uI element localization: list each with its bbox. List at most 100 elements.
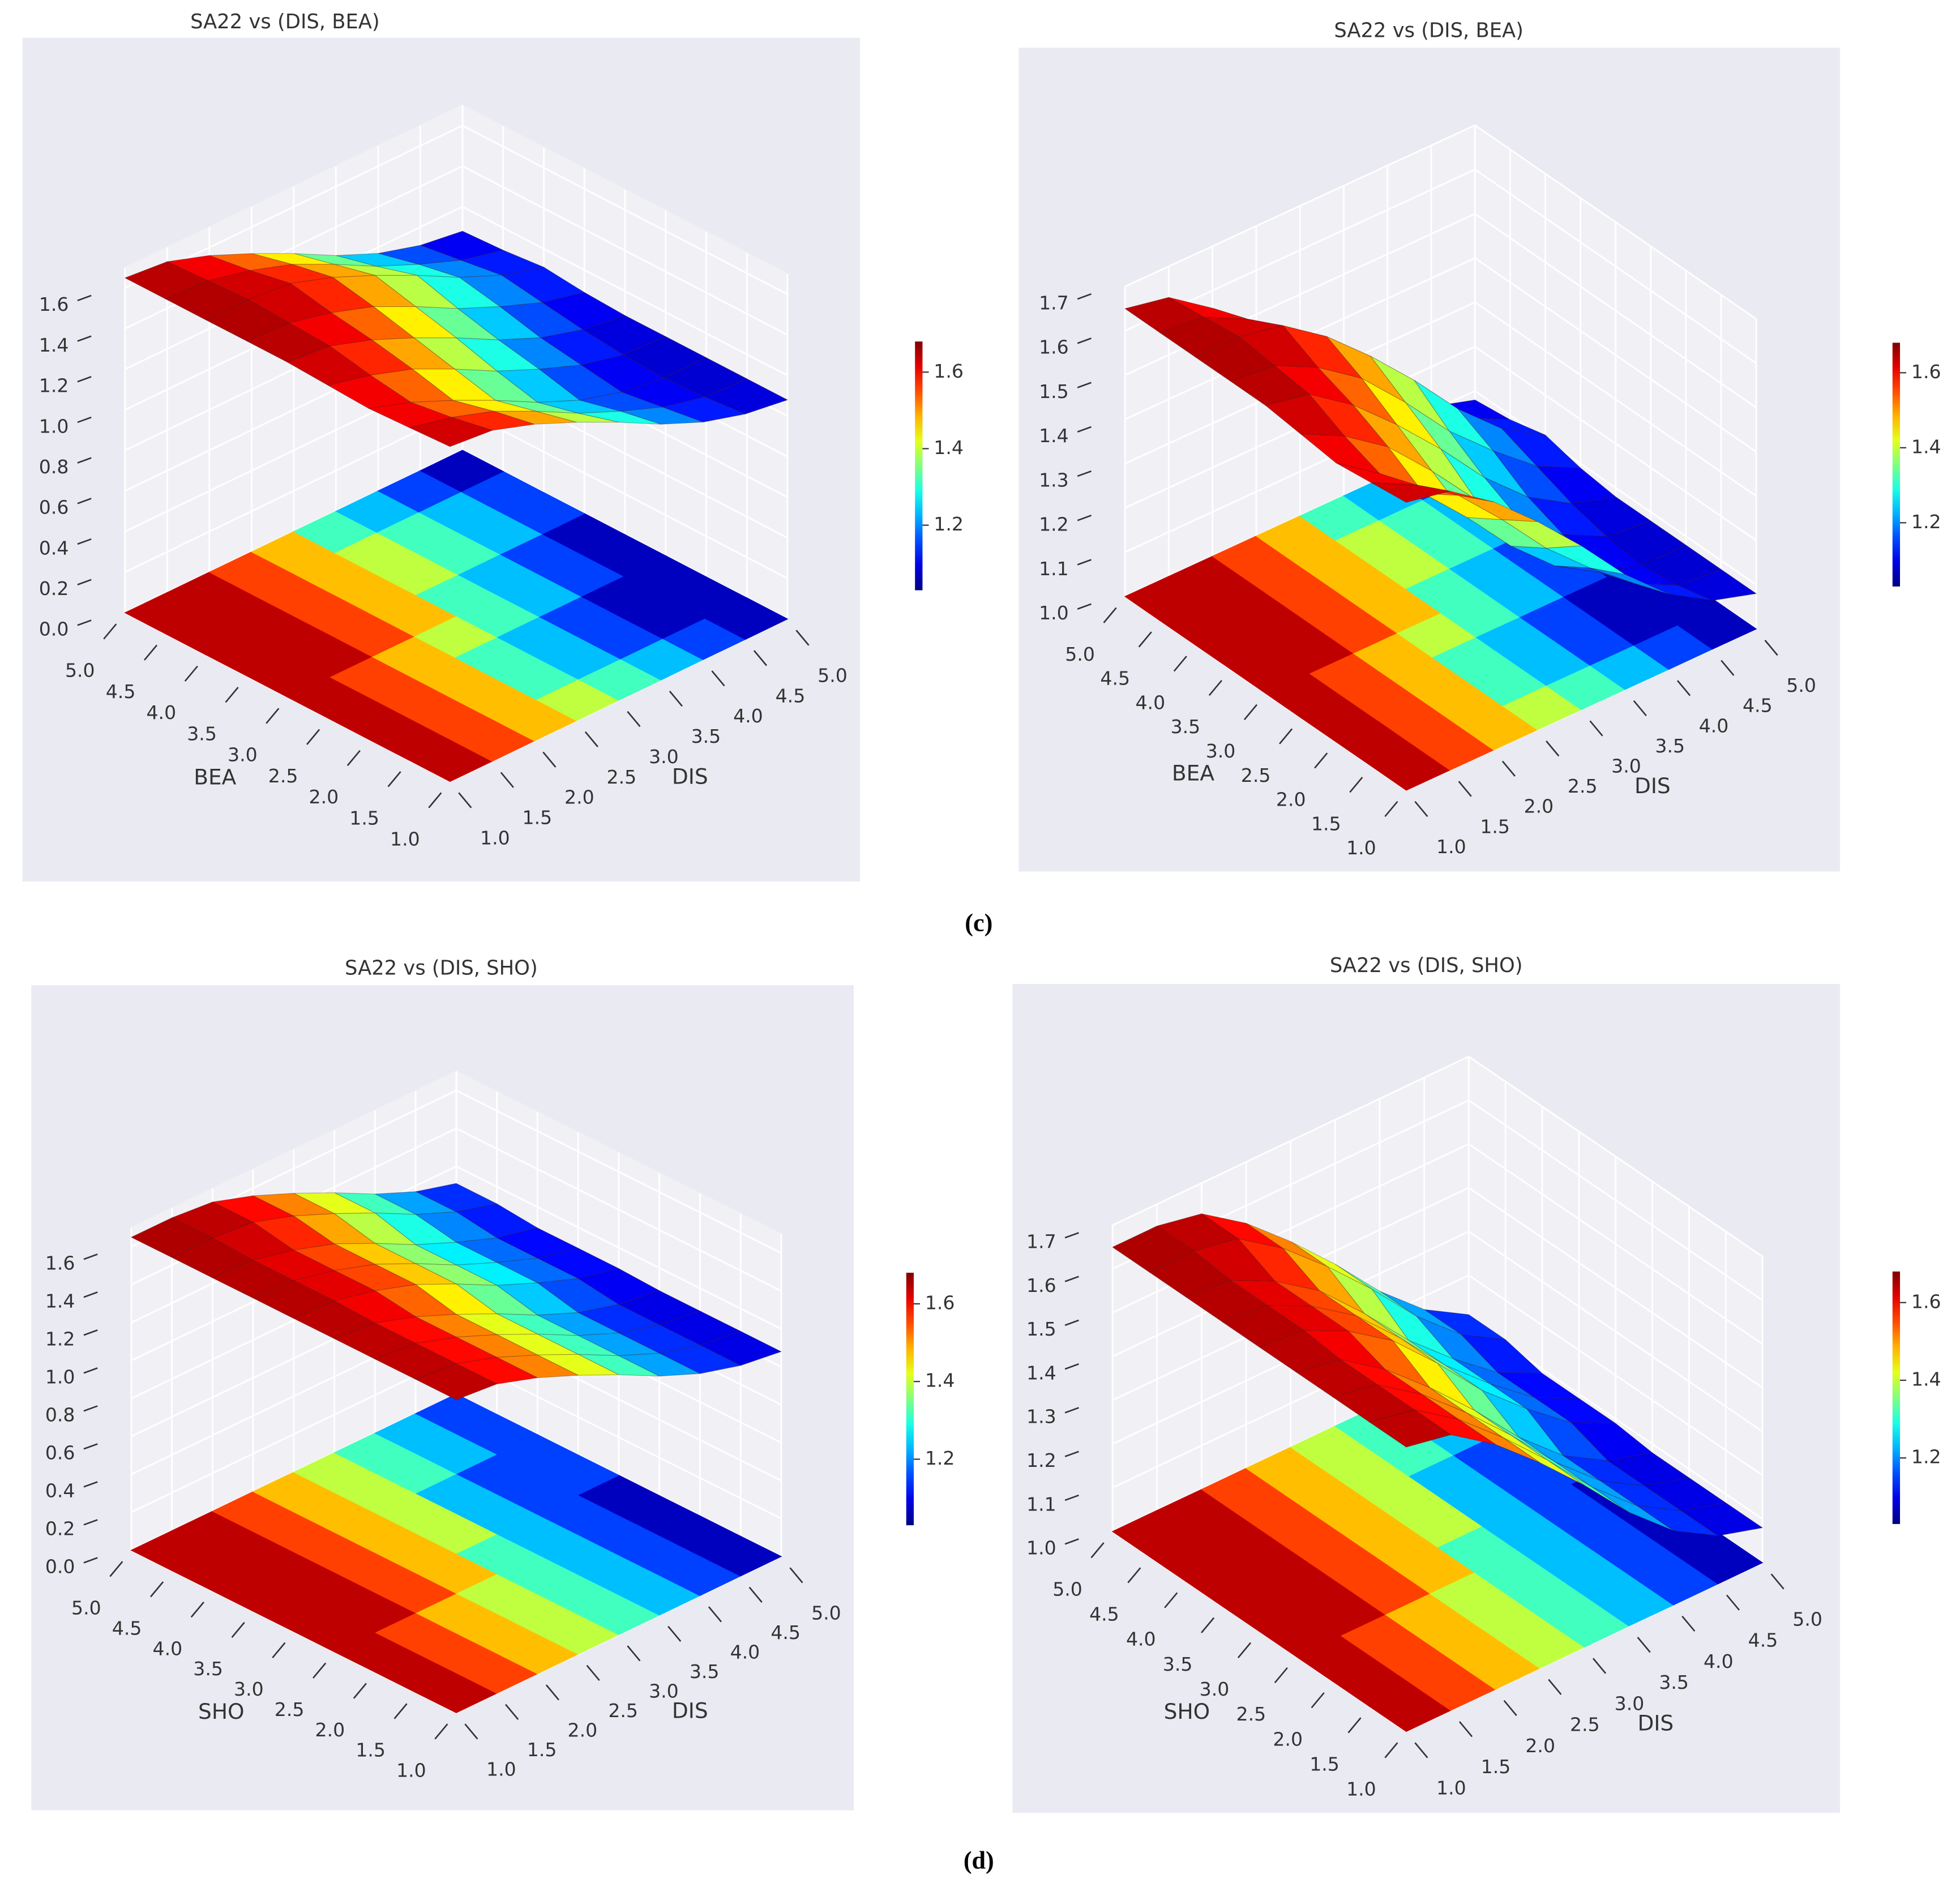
- z-tick: [1064, 1276, 1079, 1282]
- x-tick: [1458, 1721, 1473, 1738]
- x-tick-label: 4.0: [730, 1641, 760, 1663]
- surface-cell: [1414, 380, 1493, 451]
- z-tick: [83, 1519, 98, 1526]
- surface-cell: [1492, 450, 1573, 504]
- z-tick: [1064, 1538, 1079, 1545]
- surface-cell: [455, 337, 540, 372]
- surface-cell: [1500, 428, 1582, 469]
- x-tick: [627, 711, 641, 727]
- y-tick-label: 3.0: [234, 1678, 264, 1700]
- surface-cell: [1308, 393, 1389, 448]
- y-tick-label: 2.0: [315, 1719, 345, 1741]
- x-tick: [1637, 1637, 1651, 1653]
- x-axis-label: DIS: [672, 764, 708, 789]
- y-tick-label: 2.0: [309, 786, 339, 808]
- x-tick: [669, 691, 683, 707]
- z-tick-label: 0.8: [45, 1404, 75, 1426]
- surface-cell: [497, 1333, 579, 1355]
- surface-cell: [1644, 1477, 1727, 1512]
- caption: (c): [965, 909, 992, 936]
- y-tick-label: 1.5: [1309, 1753, 1340, 1775]
- y-tick: [306, 729, 320, 745]
- z-tick: [77, 335, 92, 342]
- z-tick-label: 0.2: [39, 577, 69, 600]
- x-tick: [505, 1704, 519, 1720]
- x-tick: [627, 1645, 641, 1662]
- surface-cell: [1266, 1305, 1350, 1332]
- x-tick-label: 2.0: [568, 1719, 598, 1741]
- y-tick: [225, 687, 239, 703]
- y-axis-label: BEA: [194, 764, 236, 789]
- surface-cell: [1636, 1505, 1718, 1537]
- grid-line: [1474, 257, 1757, 453]
- surface-cell: [704, 378, 789, 414]
- z-tick: [83, 1367, 98, 1374]
- y-tick-label: 4.5: [1100, 667, 1130, 690]
- x-tick: [1764, 640, 1778, 656]
- x-tick: [711, 670, 725, 687]
- surface-cell: [1222, 1305, 1305, 1348]
- surface-cell: [1370, 356, 1450, 431]
- y-axis-label: BEA: [1172, 761, 1214, 786]
- z-tick: [83, 1481, 98, 1488]
- z-tick-label: 1.4: [45, 1290, 75, 1312]
- surface-cell: [1371, 482, 1450, 503]
- grid-line: [462, 409, 788, 579]
- grid-line: [462, 165, 788, 336]
- y-tick-label: 1.5: [349, 807, 379, 829]
- surface-cell: [1599, 1480, 1681, 1512]
- x-tick: [1721, 660, 1735, 676]
- y-tick-label: 4.5: [112, 1617, 142, 1639]
- z-tick: [1064, 1494, 1079, 1501]
- grid-line: [462, 125, 788, 296]
- z-tick-label: 0.6: [39, 497, 69, 519]
- z-tick: [1077, 559, 1092, 566]
- z-tick-label: 1.1: [1039, 558, 1069, 580]
- y-tick-label: 5.0: [1065, 643, 1095, 665]
- surface-cell: [493, 410, 577, 425]
- y-tick-label: 3.5: [1163, 1653, 1193, 1675]
- y-tick-label: 4.5: [1089, 1603, 1119, 1625]
- surface-cell: [1590, 567, 1669, 594]
- colorbar-tick-label: 1.4: [1911, 1368, 1941, 1390]
- y-tick: [184, 665, 198, 682]
- x-tick: [1414, 1742, 1428, 1758]
- x-tick: [1589, 720, 1603, 737]
- z-tick-label: 1.0: [45, 1366, 75, 1388]
- z-tick-label: 1.4: [1026, 1362, 1056, 1384]
- grid-line: [462, 206, 788, 376]
- z-tick-label: 1.7: [1039, 292, 1069, 314]
- z-tick-label: 1.7: [1026, 1231, 1056, 1253]
- z-tick-label: 1.6: [45, 1252, 75, 1274]
- y-tick-label: 4.0: [146, 701, 176, 724]
- z-tick: [83, 1443, 98, 1450]
- x-tick: [1676, 680, 1691, 696]
- x-tick: [1770, 1573, 1784, 1590]
- chart-title: SA22 vs (DIS, BEA): [1334, 19, 1524, 42]
- chart-title: SA22 vs (DIS, BEA): [190, 10, 380, 33]
- z-tick: [77, 579, 92, 585]
- y-tick-label: 1.0: [390, 828, 420, 850]
- y-tick: [1274, 1667, 1288, 1684]
- x-tick: [1503, 1700, 1517, 1717]
- x-tick-label: 2.0: [1524, 795, 1554, 818]
- grid-line: [1468, 1231, 1763, 1432]
- contour-cell: [420, 450, 504, 493]
- y-tick: [150, 1581, 164, 1598]
- x-tick: [789, 1567, 803, 1584]
- y-tick: [1349, 777, 1363, 793]
- surface-cell: [1676, 569, 1757, 601]
- z-tick-label: 1.2: [39, 375, 69, 397]
- y-tick-label: 2.5: [275, 1698, 305, 1721]
- surface-cell: [1607, 1452, 1690, 1486]
- z-tick: [1064, 1450, 1079, 1457]
- surface-cell: [292, 264, 375, 278]
- x-tick: [1501, 760, 1516, 777]
- surface-cell: [1503, 1437, 1585, 1486]
- y-tick-label: 1.0: [396, 1760, 426, 1782]
- surface-cell: [330, 306, 416, 340]
- surface-cell: [536, 1278, 620, 1313]
- surface-cell: [538, 365, 623, 401]
- x-tick: [542, 751, 557, 768]
- y-tick-label: 3.5: [1171, 716, 1201, 738]
